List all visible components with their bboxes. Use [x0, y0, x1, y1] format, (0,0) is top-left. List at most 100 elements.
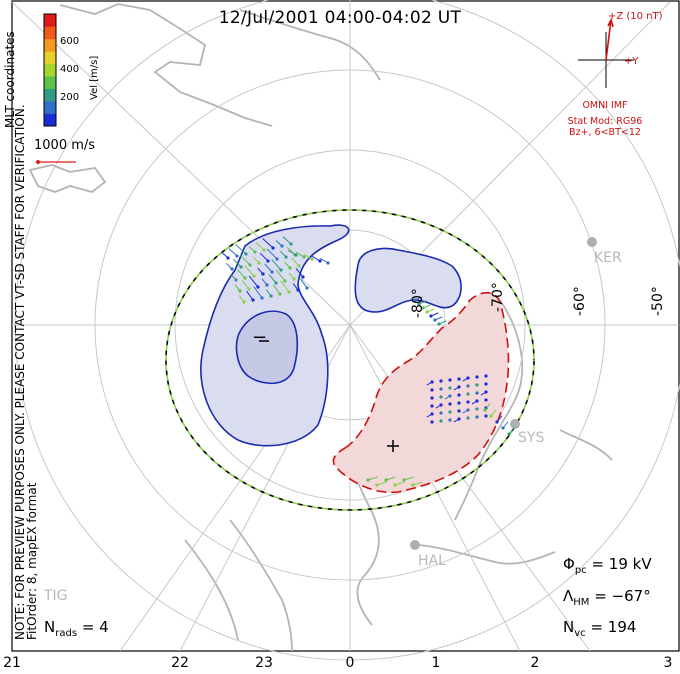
mlt-label-21: 21 [3, 655, 21, 671]
colorbar-segment [44, 76, 56, 89]
vector-origin [457, 393, 461, 397]
cross-polar-potential: Φpc = 19 kV [563, 555, 652, 576]
velocity-vector [376, 481, 387, 486]
velocity-vector [462, 377, 469, 382]
velocity-vector [403, 476, 414, 481]
velocity-vector [385, 476, 396, 481]
radar-sites [410, 237, 597, 550]
colorbar-tick-600: 600 [60, 36, 80, 47]
lat-label-60: -60° [572, 286, 588, 316]
vector-origin [484, 398, 488, 402]
velocity-vector [296, 251, 305, 258]
velocity-vector [255, 242, 265, 251]
negative-cell-sign: − [252, 327, 268, 348]
vector-origin [448, 410, 452, 414]
vector-origin [484, 414, 488, 418]
map-area [11, 0, 680, 661]
mlt-label-23: 23 [255, 655, 273, 671]
velocity-vector [300, 278, 308, 289]
velocity-vector [238, 295, 245, 303]
vector-origin [475, 391, 479, 395]
velocity-vector [234, 284, 241, 292]
vector-origin [466, 400, 470, 404]
velocity-vector [241, 280, 250, 290]
velocity-vector [444, 395, 451, 400]
velocity-vector [244, 265, 255, 277]
mlt-label-22: 22 [171, 655, 189, 671]
velocity-vector [484, 403, 491, 411]
vector-origin [475, 375, 479, 379]
colorbar-segment [44, 26, 56, 40]
grid [11, 0, 680, 661]
vector-origin [466, 392, 470, 396]
velocity-vector [480, 391, 487, 396]
stat-model: Stat Mod: RG96 [567, 116, 643, 127]
velocity-vector [221, 252, 229, 259]
vector-origin [475, 407, 479, 411]
vector-origin [484, 374, 488, 378]
lat-label-70: -70° [490, 282, 506, 312]
velocity-vector [264, 263, 273, 273]
velocity-vector [304, 253, 313, 260]
colorbar-segment [44, 38, 56, 52]
vector-origin [466, 384, 470, 388]
velocity-vector [435, 404, 442, 409]
lat-label-50: -50° [650, 286, 666, 316]
mlt-label-2: 2 [530, 655, 540, 671]
dusk-cell-inner [235, 310, 299, 385]
velocity-colorbar [44, 14, 56, 127]
colorbar-segment [44, 63, 56, 77]
imf-z-label: +Z (10 nT) [608, 11, 663, 22]
velocity-vector [434, 316, 443, 321]
velocity-vector [414, 296, 423, 301]
velocity-vector [248, 246, 256, 253]
vector-origin [466, 416, 470, 420]
velocity-vector [292, 283, 299, 291]
station-tig: TIG [44, 588, 68, 604]
station-sys: SYS [518, 430, 545, 446]
velocity-vector [257, 267, 264, 275]
velocity-vector [262, 238, 274, 249]
velocity-vector [453, 386, 460, 391]
vector-origin [439, 379, 443, 383]
velocity-vector [426, 413, 433, 418]
vector-origin [439, 387, 443, 391]
velocity-vector [312, 255, 321, 262]
velocity-vector [280, 280, 290, 293]
velocity-vector [259, 252, 269, 262]
velocity-vector [284, 261, 291, 269]
velocity-vector [275, 269, 286, 282]
hm-boundary [165, 209, 535, 511]
vector-origin [439, 411, 443, 415]
colorbar-frame [43, 13, 57, 127]
vector-origin [457, 409, 461, 413]
station-ker: KER [594, 250, 622, 266]
sys-site-marker [510, 419, 520, 429]
fit-order-info: FitOrder: 8, mapEX format [25, 482, 39, 640]
velocity-vector [248, 275, 259, 288]
colorbar-tick-400: 400 [60, 64, 80, 75]
velocity-vector [275, 240, 283, 247]
cell-markers [259, 340, 399, 452]
velocity-vector [235, 244, 247, 255]
velocity-vector [422, 304, 431, 309]
velocity-vector [418, 300, 427, 305]
vector-origin [448, 378, 452, 382]
velocity-vector [471, 400, 478, 405]
colorbar-tick-200: 200 [60, 92, 80, 103]
velocity-vector [453, 418, 460, 423]
dawn-cell [354, 247, 462, 313]
vector-origin [439, 419, 443, 423]
velocity-vector [230, 273, 237, 281]
vector-origin [448, 402, 452, 406]
vector-origin [430, 420, 434, 424]
imf-condition: Bz+, 6<BT<12 [569, 127, 641, 138]
mlt-label-0: 0 [345, 655, 355, 671]
imf-y-label: +Y [624, 56, 639, 67]
colorbar-segment [44, 14, 56, 27]
velocity-vector [502, 421, 509, 429]
reference-vector [36, 160, 76, 164]
ker-site-marker [587, 237, 597, 247]
positive-cell [332, 291, 510, 494]
